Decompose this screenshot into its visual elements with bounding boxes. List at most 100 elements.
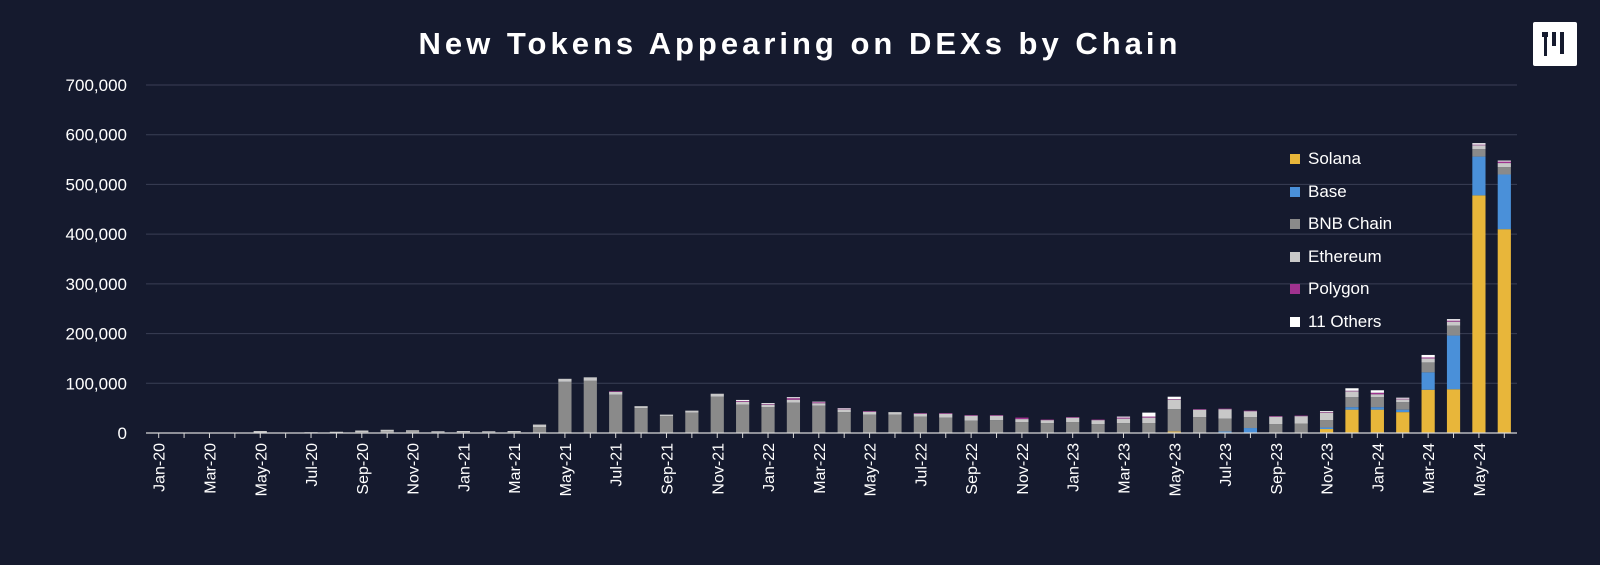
bar-segment-polygon	[812, 402, 826, 404]
bar-segment-ethereum	[1472, 145, 1486, 150]
legend-label: 11 Others	[1308, 311, 1382, 331]
bar-segment-ethereum	[939, 413, 953, 418]
x-tick-label: May-20	[253, 443, 270, 496]
bar-segment-solana	[1167, 431, 1181, 433]
bar-segment-polygon	[1446, 320, 1461, 322]
y-tick-label: 300,000	[66, 275, 127, 294]
bar-segment-ethereum	[989, 415, 1004, 421]
bar-segment-ethereum	[888, 412, 902, 415]
bar-segment-ethereum	[786, 399, 801, 403]
bar-segment-bnb-chain	[1497, 167, 1511, 175]
legend-label: BNB Chain	[1308, 214, 1393, 234]
bar-segment-bnb-chain	[1370, 397, 1384, 408]
bar-segment-ethereum	[761, 404, 775, 408]
bar-segment-bnb-chain	[1294, 423, 1308, 433]
bar-segment-bnb-chain	[1243, 417, 1258, 429]
bar-segment-polygon	[1193, 409, 1207, 410]
bar-segment-polygon	[1142, 416, 1156, 418]
bar-segment-ethereum	[583, 377, 597, 381]
bar-segment-base	[1319, 427, 1334, 430]
bar-segment-ethereum	[659, 414, 674, 417]
bar-segment-bnb-chain	[1066, 422, 1080, 433]
bar-segment-ethereum	[329, 431, 344, 433]
bar-segment-bnb-chain	[609, 394, 623, 433]
bar-segment-polygon	[1421, 357, 1435, 359]
y-tick-label: 0	[118, 424, 127, 443]
bar-segment-ethereum	[1446, 321, 1461, 326]
bar-segment-bnb-chain	[862, 414, 877, 433]
bar-segment-ethereum	[609, 391, 623, 395]
bar-segment-bnb-chain	[1421, 362, 1435, 373]
bar-segment-polygon	[989, 415, 1004, 416]
x-tick-label: Nov-23	[1320, 443, 1337, 495]
bar-segment-ethereum	[812, 403, 826, 406]
x-tick-label: Nov-21	[710, 443, 727, 495]
bar-segment-ethereum	[1421, 358, 1435, 363]
bar-segment-bnb-chain	[1091, 424, 1105, 433]
bar-segment-bnb-chain	[1142, 423, 1156, 433]
bar-segment-ethereum	[1167, 399, 1181, 410]
bar-segment-bnb-chain	[888, 414, 902, 433]
bar-segment-ethereum	[431, 431, 445, 433]
bar-segment-base	[1243, 428, 1258, 433]
bar-segment-base	[1472, 156, 1486, 196]
bar-segment-ethereum	[405, 430, 420, 432]
bar-segment-polygon	[1472, 144, 1486, 146]
bar-segment-ethereum	[558, 378, 572, 382]
x-tick-label: Sep-20	[355, 443, 372, 495]
y-tick-label: 600,000	[66, 126, 127, 145]
bar-segment-bnb-chain	[659, 416, 674, 433]
bar-segment-ethereum	[253, 431, 267, 433]
bar-segment-ethereum	[634, 406, 648, 409]
bar-segment-ethereum	[913, 413, 927, 417]
bar-segment-bnb-chain	[812, 405, 826, 433]
bar-segment-ethereum	[1142, 417, 1156, 424]
x-tick-label: Jan-21	[456, 443, 473, 492]
bar-segment-polygon	[964, 415, 978, 416]
bar-segment-11-others	[1142, 412, 1156, 417]
bar-segment-ethereum	[482, 431, 496, 433]
bar-segment-polygon	[1269, 416, 1283, 417]
bar-segment-bnb-chain	[685, 412, 699, 433]
y-tick-label: 500,000	[66, 175, 127, 194]
bar-segment-ethereum	[1040, 420, 1054, 424]
bar-segment-bnb-chain	[1040, 423, 1054, 433]
bar-segment-bnb-chain	[1015, 422, 1029, 433]
bar-segment-polygon	[786, 398, 801, 400]
x-tick-label: Mar-22	[812, 443, 829, 494]
bar-segment-polygon	[1091, 419, 1105, 421]
bar-segment-ethereum	[1370, 394, 1384, 398]
x-tick-label: Sep-23	[1269, 443, 1286, 495]
y-tick-label: 700,000	[66, 76, 127, 95]
bar-segment-solana	[1446, 389, 1461, 433]
bar-segment-base	[1345, 407, 1359, 410]
x-tick-label: Jul-20	[304, 443, 321, 487]
x-tick-label: May-24	[1472, 443, 1489, 496]
bar-segment-11-others	[812, 401, 826, 403]
bar-segment-polygon	[862, 411, 877, 412]
x-tick-label: Mar-23	[1116, 443, 1133, 494]
bar-segment-ethereum	[685, 410, 699, 413]
x-tick-label: Nov-22	[1015, 443, 1032, 495]
bar-segment-ethereum	[1294, 416, 1308, 424]
x-tick-label: Jan-24	[1370, 443, 1387, 492]
bar-segment-base	[1218, 431, 1232, 433]
bar-segment-bnb-chain	[1116, 423, 1131, 433]
bar-segment-bnb-chain	[837, 412, 851, 433]
bar-segment-bnb-chain	[558, 381, 572, 433]
x-tick-label: Mar-24	[1421, 443, 1438, 494]
bar-segment-ethereum	[1091, 420, 1105, 425]
x-tick-label: Jan-23	[1066, 443, 1083, 492]
bar-segment-bnb-chain	[583, 380, 597, 433]
bar-segment-polygon	[939, 413, 953, 414]
bar-segment-11-others	[761, 403, 775, 405]
legend-swatch	[1290, 186, 1300, 197]
bar-segment-base	[1396, 409, 1410, 413]
bar-segment-polygon	[1319, 412, 1334, 413]
bar-segment-ethereum	[1193, 409, 1207, 418]
bar-segment-ethereum	[456, 431, 470, 432]
bar-segment-solana	[1421, 389, 1435, 433]
bar-segment-polygon	[1116, 417, 1131, 419]
bar-segment-polygon	[1345, 390, 1359, 392]
